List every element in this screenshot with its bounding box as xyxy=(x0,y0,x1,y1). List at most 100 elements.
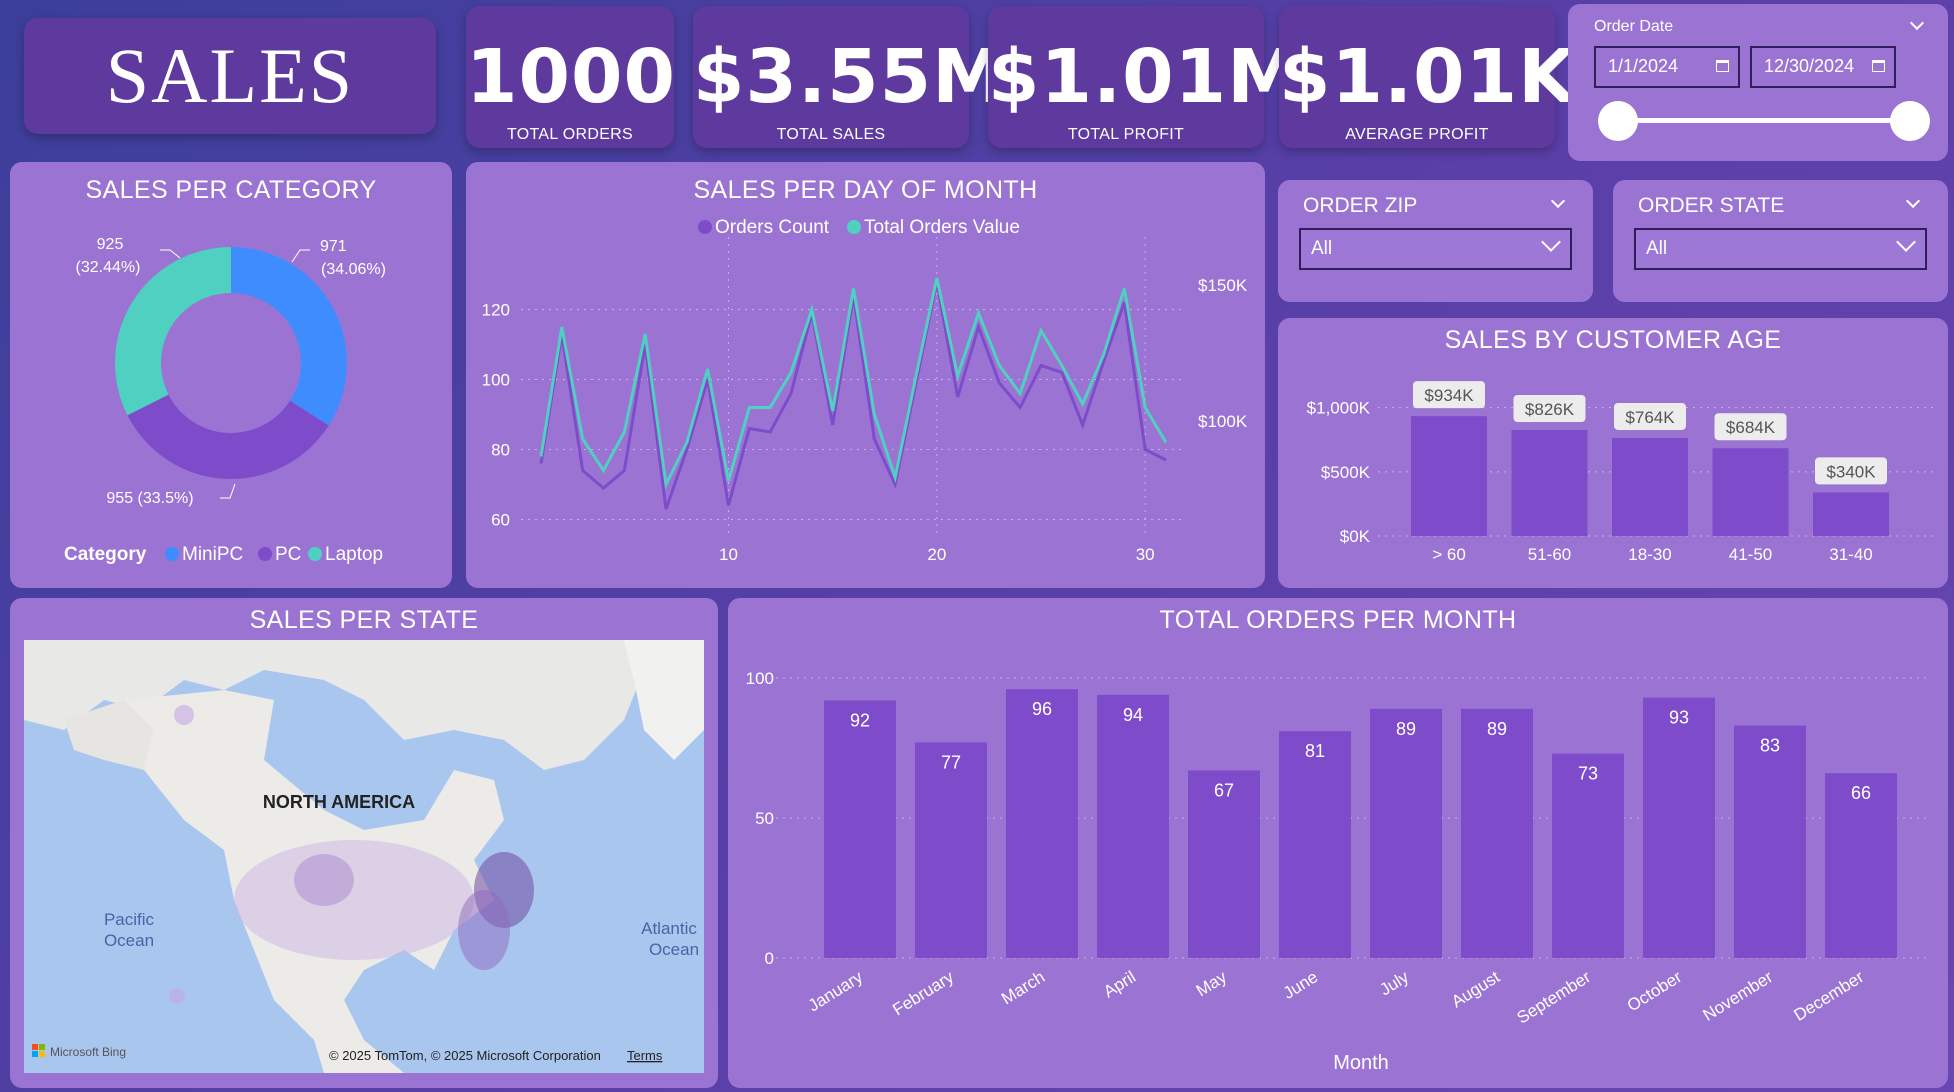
kpi-average-profit: $1.01K AVERAGE PROFIT xyxy=(1279,6,1575,148)
data-label: $934K xyxy=(1424,386,1474,405)
age-bar-svg: $0K $500K $1,000K $934K > 60 $826K 51-60 $764K 1… xyxy=(1307,381,1938,564)
data-label: 92 xyxy=(850,710,870,730)
ocean-label-pacific-2: Ocean xyxy=(104,931,154,950)
month-bar[interactable] xyxy=(1734,725,1806,958)
data-label: 96 xyxy=(1032,699,1052,719)
x-tick-label: 20 xyxy=(927,545,946,564)
map-attribution: © 2025 TomTom, © 2025 Microsoft Corporat… xyxy=(329,1048,601,1063)
month-bar[interactable] xyxy=(1643,697,1715,958)
x-tick-label: 31-40 xyxy=(1829,545,1872,564)
alaska xyxy=(64,700,154,770)
heat-hawaii xyxy=(169,988,185,1004)
slice-label-minipc: 971 xyxy=(320,238,347,255)
calendar-icon[interactable] xyxy=(1716,60,1729,72)
data-label: 93 xyxy=(1669,708,1689,728)
x-tick-label: 30 xyxy=(1136,545,1155,564)
chevron-down-icon[interactable] xyxy=(1550,193,1566,209)
age-bar[interactable] xyxy=(1612,437,1688,536)
calendar-icon[interactable] xyxy=(1872,60,1885,72)
legend-label-count[interactable]: Orders Count xyxy=(715,217,830,238)
y-tick-label: 60 xyxy=(491,511,510,530)
dashboard-title: SALES xyxy=(105,32,355,119)
month-bar[interactable] xyxy=(1461,708,1533,958)
order-state-value: All xyxy=(1646,238,1668,259)
kpi-total-sales: $3.55M TOTAL SALES xyxy=(693,6,1006,148)
dashboard-title-card: SALES xyxy=(24,18,436,134)
date-slider-end-handle[interactable] xyxy=(1890,101,1930,141)
series-line-orders-count[interactable] xyxy=(539,281,1167,510)
chevron-down-icon[interactable] xyxy=(1909,15,1925,31)
sales-map[interactable]: NORTH AMERICA Pacific Ocean Atlantic Oce… xyxy=(24,640,704,1073)
y-tick-label: 120 xyxy=(482,301,510,320)
age-bar[interactable] xyxy=(1813,492,1889,536)
y-tick-label: 80 xyxy=(491,441,510,460)
slice-label-pc: 955 (33.5%) xyxy=(106,490,193,507)
y-tick-label: 100 xyxy=(746,669,774,688)
month-bar[interactable] xyxy=(915,742,987,958)
x-tick-label: December xyxy=(1791,967,1868,1025)
y2-tick-label: $150K xyxy=(1198,276,1248,295)
month-bar[interactable] xyxy=(1370,708,1442,958)
start-date-input[interactable]: 1/1/2024 xyxy=(1594,46,1740,88)
end-date-input[interactable]: 12/30/2024 xyxy=(1750,46,1896,88)
slice-pc[interactable] xyxy=(127,394,329,479)
chart-title: SALES PER CATEGORY xyxy=(85,176,377,204)
date-slider-start-handle[interactable] xyxy=(1598,101,1638,141)
age-bar[interactable] xyxy=(1411,416,1487,536)
kpi-label: TOTAL PROFIT xyxy=(1067,126,1185,143)
sales-per-category-card: SALES PER CATEGORY 971 (34.06%) 925 (32.… xyxy=(10,162,452,588)
map-terms-link[interactable]: Terms xyxy=(627,1048,663,1063)
slice-laptop[interactable] xyxy=(114,247,231,416)
x-tick-label: February xyxy=(889,967,957,1019)
legend-label-pc[interactable]: PC xyxy=(275,544,301,565)
heat-midwest xyxy=(294,854,354,906)
data-label: 83 xyxy=(1760,736,1780,756)
bing-logo-icon xyxy=(39,1044,45,1050)
legend-label-value[interactable]: Total Orders Value xyxy=(864,217,1020,238)
data-label-bg xyxy=(1614,402,1686,430)
x-tick-label: November xyxy=(1700,967,1777,1025)
month-bar[interactable] xyxy=(1279,731,1351,958)
data-label: $764K xyxy=(1625,408,1675,427)
kpi-total-profit: $1.01M TOTAL PROFIT xyxy=(988,6,1301,148)
order-state-select[interactable]: All xyxy=(1634,228,1927,270)
legend-swatch-laptop xyxy=(308,547,322,561)
x-tick-label: 41-50 xyxy=(1729,545,1772,564)
legend-swatch-pc xyxy=(258,547,272,561)
x-tick-label: March xyxy=(998,967,1048,1008)
data-label: 77 xyxy=(941,752,961,772)
arctic-land xyxy=(24,640,704,770)
legend-swatch-value xyxy=(847,220,861,234)
month-bar[interactable] xyxy=(1097,694,1169,958)
data-label: 89 xyxy=(1487,719,1507,739)
date-slider-track[interactable] xyxy=(1618,118,1910,123)
y-tick-label: $500K xyxy=(1321,463,1371,482)
chevron-down-icon[interactable] xyxy=(1905,193,1921,209)
month-bar[interactable] xyxy=(1825,773,1897,958)
legend-label-laptop[interactable]: Laptop xyxy=(325,544,383,565)
x-tick-label: July xyxy=(1376,967,1412,999)
order-state-label: ORDER STATE xyxy=(1638,194,1785,217)
legend-title: Category xyxy=(64,544,147,565)
age-bar[interactable] xyxy=(1712,448,1789,536)
month-bar[interactable] xyxy=(1552,753,1624,958)
ocean-label-atlantic-2: Ocean xyxy=(649,940,699,959)
legend-label-minipc[interactable]: MiniPC xyxy=(182,544,243,565)
sales-by-age-card: SALES BY CUSTOMER AGE $0K $500K $1,000K $93… xyxy=(1278,318,1948,588)
kpi-label: AVERAGE PROFIT xyxy=(1345,126,1489,143)
age-bar[interactable] xyxy=(1511,429,1588,536)
map-brand: Microsoft Bing xyxy=(50,1045,126,1059)
x-tick-label: 10 xyxy=(719,545,738,564)
slice-minipc[interactable] xyxy=(231,247,347,426)
region-label: NORTH AMERICA xyxy=(263,792,415,812)
order-zip-select[interactable]: All xyxy=(1299,228,1572,270)
data-label: $340K xyxy=(1826,462,1876,481)
x-tick-label: May xyxy=(1193,967,1231,1000)
month-bar-svg: 0 50 100 92 January 77 February 96 March 94 April 6… xyxy=(746,669,1928,1074)
order-zip-label: ORDER ZIP xyxy=(1303,194,1418,217)
month-bar[interactable] xyxy=(824,700,896,958)
month-bar[interactable] xyxy=(1188,770,1260,958)
month-bar[interactable] xyxy=(1006,689,1078,958)
y2-tick-label: $100K xyxy=(1198,412,1248,431)
series-line-total-value[interactable] xyxy=(539,277,1168,490)
